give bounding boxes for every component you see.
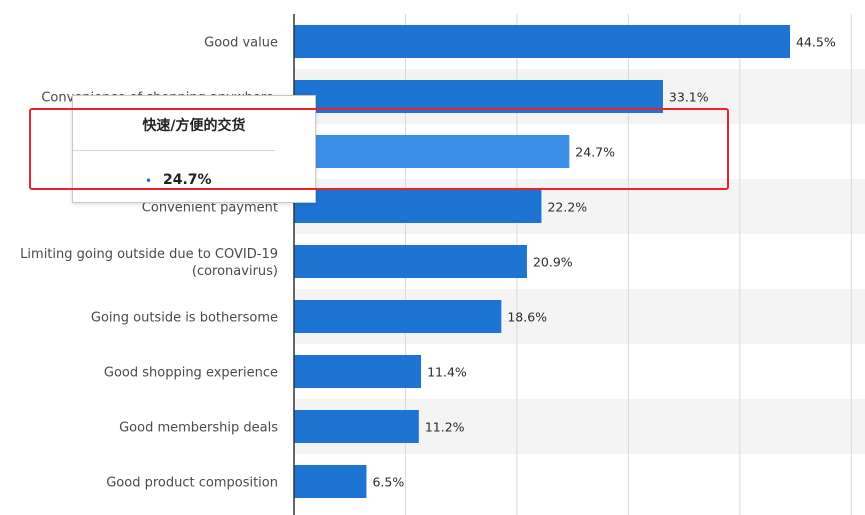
bar: [294, 245, 527, 278]
category-label: Good membership deals: [119, 421, 278, 436]
category-label: (coronavirus): [192, 264, 278, 279]
tooltip-value: 24.7%: [163, 172, 212, 188]
bar: [294, 190, 542, 223]
category-label: Good product composition: [106, 476, 278, 491]
value-label: 6.5%: [372, 475, 404, 490]
category-label: Going outside is bothersome: [91, 311, 278, 326]
bar: [294, 355, 422, 388]
tooltip-title: 快速/方便的交货: [142, 118, 246, 134]
tooltip-bullet-icon: •: [145, 174, 153, 188]
bar: [294, 25, 790, 58]
bar: [294, 80, 663, 113]
bar: [294, 135, 570, 168]
value-label: 44.5%: [796, 35, 836, 50]
category-label: Good shopping experience: [104, 366, 278, 381]
bar: [294, 465, 367, 498]
tooltip: 快速/方便的交货 • 24.7%: [72, 95, 316, 203]
bar: [294, 300, 502, 333]
bar: [294, 410, 419, 443]
tooltip-divider: [73, 150, 275, 151]
highlight-box: [29, 108, 729, 190]
value-label: 18.6%: [507, 310, 547, 325]
category-label: Good value: [204, 36, 278, 51]
value-label: 11.4%: [427, 365, 467, 380]
value-label: 33.1%: [669, 90, 709, 105]
value-label: 22.2%: [547, 200, 587, 215]
value-label: 20.9%: [533, 255, 573, 270]
value-label: 24.7%: [575, 145, 615, 160]
value-label: 11.2%: [425, 420, 465, 435]
category-label: Convenient payment: [142, 201, 278, 216]
category-label: Limiting going outside due to COVID-19: [20, 247, 278, 262]
